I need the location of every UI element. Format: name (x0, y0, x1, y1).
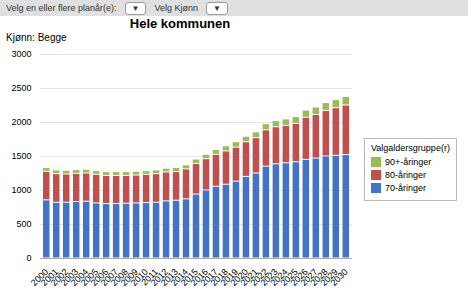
svg-text:2012: 2012 (148, 266, 170, 288)
svg-text:0: 0 (26, 253, 31, 263)
svg-text:2001: 2001 (38, 266, 61, 288)
html-text:Hele kommunen: Hele kommunen (129, 16, 231, 31)
svg-text:2015: 2015 (178, 266, 200, 288)
svg-text:2027: 2027 (298, 266, 320, 288)
svg-text:2022: 2022 (248, 266, 270, 288)
html-text:90+-åringer: 90+-åringer (385, 156, 432, 167)
svg-text:1500: 1500 (11, 151, 31, 161)
svg-text:2020: 2020 (228, 266, 250, 288)
svg-text:2026: 2026 (288, 266, 310, 288)
svg-text:2000: 2000 (11, 117, 31, 127)
svg-text:2018: 2018 (208, 266, 230, 288)
html-text:Velg en eller flere planår(e):: Velg en eller flere planår(e): (6, 3, 117, 13)
svg-text:2009: 2009 (118, 266, 140, 288)
svg-text:2006: 2006 (88, 266, 111, 288)
svg-text:2024: 2024 (268, 266, 290, 288)
svg-text:1000: 1000 (11, 185, 31, 195)
svg-text:2017: 2017 (198, 266, 220, 288)
html-text:Kjønn: Begge: Kjønn: Begge (6, 32, 67, 43)
svg-text:2021: 2021 (238, 266, 260, 288)
svg-text:2016: 2016 (188, 266, 210, 288)
svg-text:2500: 2500 (11, 83, 31, 93)
svg-text:2014: 2014 (168, 266, 190, 288)
svg-text:2003: 2003 (58, 266, 81, 288)
svg-text:2000: 2000 (29, 266, 51, 288)
svg-text:3000: 3000 (11, 49, 31, 59)
svg-text:500: 500 (16, 219, 31, 229)
svg-text:2028: 2028 (308, 266, 330, 288)
svg-text:2023: 2023 (258, 266, 280, 288)
svg-text:2007: 2007 (98, 266, 121, 288)
svg-text:2010: 2010 (128, 266, 150, 288)
svg-text:2005: 2005 (78, 266, 101, 288)
html-text:Valgaldersgruppe(r): Valgaldersgruppe(r) (371, 142, 450, 153)
html-text:70-åringer: 70-åringer (385, 182, 426, 193)
html-text:80-åringer: 80-åringer (385, 169, 426, 180)
html-text:Velg Kjønn: Velg Kjønn (154, 3, 198, 13)
svg-text:2004: 2004 (68, 266, 91, 288)
svg-text:2013: 2013 (158, 266, 180, 288)
svg-text:2008: 2008 (108, 266, 131, 288)
svg-text:2029: 2029 (318, 266, 340, 288)
svg-text:2025: 2025 (278, 266, 300, 288)
svg-text:2030: 2030 (328, 267, 349, 288)
svg-text:2019: 2019 (218, 266, 240, 288)
svg-text:2011: 2011 (139, 266, 160, 288)
svg-text:2002: 2002 (48, 266, 71, 288)
